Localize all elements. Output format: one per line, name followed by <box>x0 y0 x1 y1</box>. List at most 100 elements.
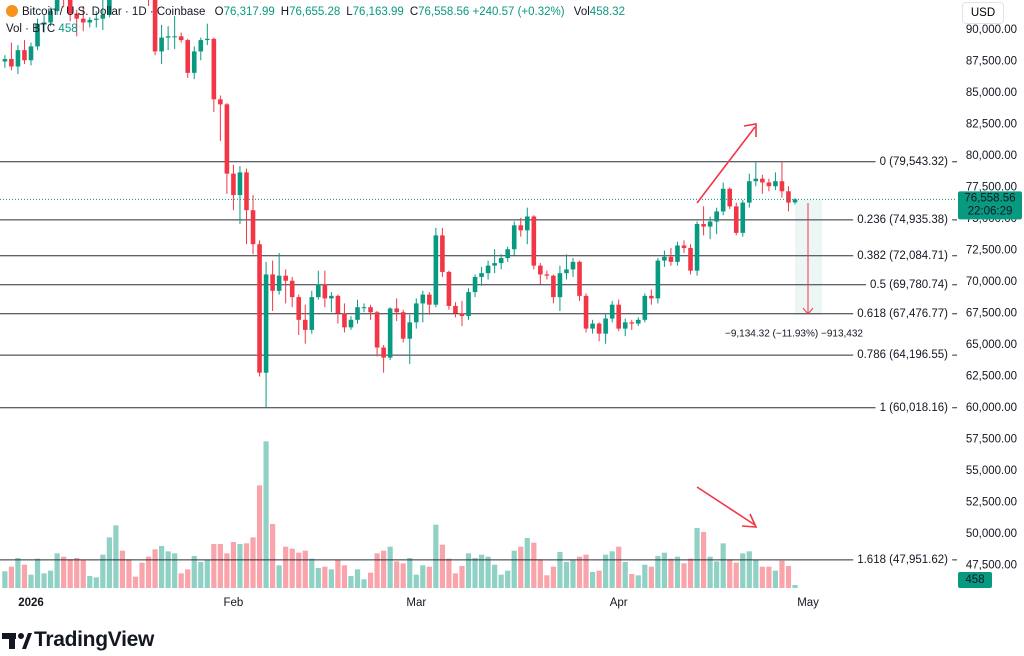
volume-bar <box>54 553 60 588</box>
measure-label: −9,134.32 (−11.93%) −913,432 <box>725 329 863 340</box>
candle-body <box>616 304 621 329</box>
volume-bar <box>283 546 289 588</box>
y-tick-label: 87,500.00 <box>966 56 1017 68</box>
volume-bar <box>250 537 256 588</box>
volume-bar <box>759 566 765 588</box>
volume-bar <box>119 550 126 588</box>
candle-body <box>289 280 295 298</box>
volume-bar <box>727 559 733 588</box>
candle-body <box>760 178 765 183</box>
volume-bar <box>674 556 681 588</box>
currency-button[interactable]: USD <box>962 2 1004 24</box>
fib-level-label: 1 (60,018.16) <box>880 402 949 414</box>
volume-bar <box>472 558 478 588</box>
volume-bar <box>204 560 210 588</box>
candle-body <box>296 297 302 320</box>
volume-bar <box>322 566 328 588</box>
trend-arrow-up <box>696 126 756 204</box>
volume-bar <box>270 524 276 588</box>
brand-name: TradingView <box>34 628 155 651</box>
candle-body <box>316 284 321 298</box>
volume-box <box>958 572 992 588</box>
countdown-label: 22:06:29 <box>968 205 1013 217</box>
volume-bar <box>100 554 106 588</box>
candle-body <box>185 40 191 73</box>
volume-bar <box>544 575 550 588</box>
ohlc-key: L <box>346 6 353 18</box>
candle-body <box>524 216 530 231</box>
candle-body <box>786 191 791 203</box>
volume-bar <box>746 551 752 588</box>
header-row: Bitcoin / U.S. Dollar · 1D · Coinbase O7… <box>6 4 625 21</box>
candle-body <box>374 312 380 348</box>
candle-body <box>329 295 334 299</box>
volume-bar <box>681 563 687 588</box>
candle-body <box>740 202 746 233</box>
volume-bar <box>15 558 21 588</box>
volume-bar <box>276 565 282 588</box>
candle-body <box>100 14 106 19</box>
candle-body <box>80 18 86 23</box>
y-tick-label: 52,500.00 <box>966 497 1017 509</box>
candle-body <box>198 40 204 52</box>
volume-bar <box>707 556 713 588</box>
fib-layer: 0 (79,543.32) 0.236 (74,935.38) 0.382 (72,… <box>0 154 957 567</box>
last-price-box <box>958 191 1022 220</box>
coin-icon <box>6 5 18 17</box>
volume-bar <box>642 564 648 588</box>
candle-body <box>361 307 367 309</box>
fib-label-bg <box>875 400 953 415</box>
candle-body <box>283 275 288 281</box>
volume-bar <box>478 554 485 588</box>
candle-body <box>675 245 680 262</box>
y-tick-label: 65,000.00 <box>966 339 1017 351</box>
ohlc-key: H <box>280 6 290 18</box>
candle-body <box>368 307 373 313</box>
volume-bar <box>315 568 321 588</box>
symbol[interactable]: Bitcoin / U.S. Dollar · 1D · Coinbase <box>22 6 206 18</box>
volume-bar <box>570 559 576 588</box>
candle-body <box>662 256 667 261</box>
candle-body <box>649 295 654 299</box>
candle-body <box>688 247 693 271</box>
candle-body <box>54 0 60 12</box>
volume-box-label: 458 <box>965 574 984 586</box>
volume-bar <box>720 543 726 588</box>
candle-body <box>172 36 177 38</box>
volume-bar <box>191 556 197 588</box>
trend-arrow-down <box>696 486 756 526</box>
change: +240.57 (+0.32%) <box>472 6 565 18</box>
volume-bar <box>211 544 217 588</box>
volume-bar <box>93 577 99 588</box>
candle-body <box>67 0 73 14</box>
candle-body <box>348 319 354 328</box>
volume-bar <box>452 573 459 588</box>
volume-bar <box>34 558 41 588</box>
candle-body <box>538 265 543 275</box>
candle-body <box>779 181 785 192</box>
volume-bar <box>243 543 250 588</box>
volume-bar <box>296 552 302 588</box>
symbol-header: Bitcoin / U.S. Dollar · 1D · Coinbase O7… <box>6 4 625 38</box>
volume-bar <box>132 576 139 588</box>
volume-bar <box>61 556 67 588</box>
x-tick-label: Apr <box>610 597 628 609</box>
volume-bar <box>47 570 54 588</box>
fib-level-label: 0.382 (72,084.71) <box>857 250 948 262</box>
y-tick-label: 77,500.00 <box>966 182 1017 194</box>
volume-bar <box>341 565 348 588</box>
volume-bar <box>420 565 426 588</box>
volume-bar <box>779 560 785 588</box>
candle-layer <box>0 0 957 408</box>
candle-body <box>387 308 393 358</box>
volume-bar <box>446 558 452 588</box>
candle-body <box>41 22 47 24</box>
volume-bar <box>589 572 596 588</box>
y-tick-label: 67,500.00 <box>966 308 1017 320</box>
ohlc-value: 76,317.99 <box>223 6 275 18</box>
candle-body <box>583 295 589 329</box>
fib-label-bg <box>853 212 953 227</box>
volume-bar <box>537 559 543 588</box>
candle-body <box>668 256 674 262</box>
